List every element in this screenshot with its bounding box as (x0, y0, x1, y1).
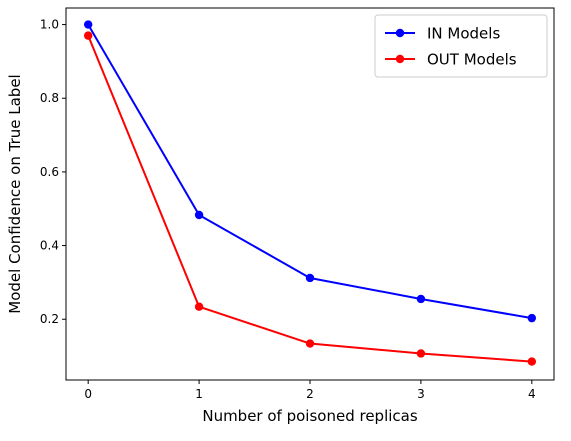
y-tick-label: 0.6 (40, 165, 59, 179)
x-tick-label: 2 (306, 387, 314, 401)
data-point (305, 339, 315, 348)
legend-label-1: OUT Models (427, 51, 517, 69)
x-tick-label: 1 (195, 387, 203, 401)
x-tick-label: 3 (417, 387, 425, 401)
series-line-1 (87, 35, 532, 363)
series-layer (83, 20, 537, 366)
ticks-layer: 0 1 2 3 4 0.2 0.4 0.6 0.8 1.0 (40, 18, 536, 401)
x-tick-label: 4 (528, 387, 536, 401)
y-tick-label: 0.8 (40, 91, 59, 105)
y-tick-label: 1.0 (40, 18, 59, 32)
data-point (527, 357, 537, 366)
legend-marker-0 (395, 28, 405, 38)
data-point (194, 210, 204, 220)
data-point (416, 294, 426, 304)
data-point (416, 349, 426, 358)
data-point (83, 20, 93, 29)
legend-marker-1 (395, 54, 405, 64)
y-axis-label: Model Confidence on True Label (6, 74, 24, 313)
legend-box (374, 14, 548, 78)
data-point (305, 273, 315, 283)
data-point (194, 302, 204, 311)
x-axis-label: Number of poisoned replicas (202, 407, 417, 425)
data-point (83, 31, 93, 40)
y-tick-label: 0.4 (40, 239, 59, 253)
legend: IN Models OUT Models (374, 14, 548, 78)
data-point (527, 313, 537, 323)
legend-label-0: IN Models (427, 25, 500, 43)
y-tick-label: 0.2 (40, 312, 59, 326)
x-tick-label: 0 (84, 387, 92, 401)
